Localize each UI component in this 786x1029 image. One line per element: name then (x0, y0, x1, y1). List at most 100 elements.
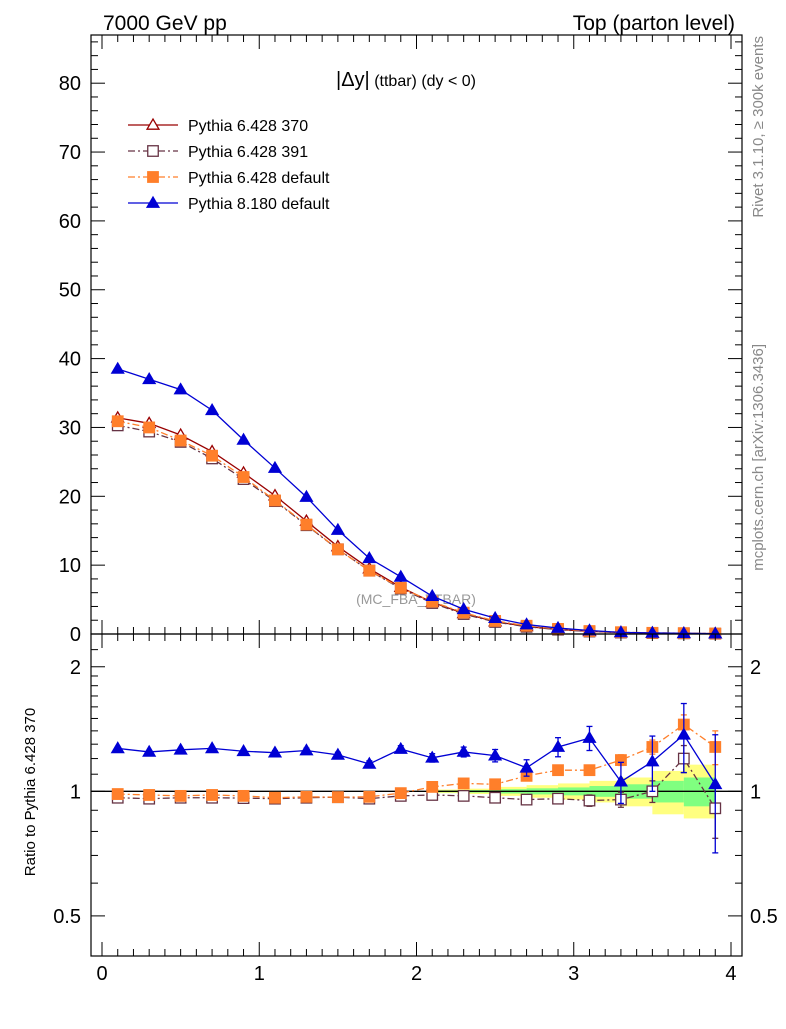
ratio-xtick-label: 2 (411, 963, 422, 985)
ratio-point (425, 750, 440, 763)
data-point (111, 415, 124, 428)
ratio-point (550, 739, 566, 752)
ratio-ytick-label-right: 0.5 (750, 906, 778, 928)
data-point (110, 361, 125, 374)
main-ytick-label: 10 (59, 555, 81, 577)
data-point (488, 610, 503, 624)
data-point (550, 620, 566, 633)
data-point (519, 617, 534, 630)
legend-entry: Pythia 8.180 default (188, 196, 330, 213)
ratio-point (583, 764, 596, 777)
ratio-point (613, 774, 629, 787)
ratio-point (267, 745, 283, 758)
data-point (394, 581, 407, 594)
legend-entry: Pythia 6.428 default (188, 170, 330, 187)
main-title: |Δy| (ttbar) (dy < 0) (336, 69, 476, 91)
mcplots-label: mcplots.cern.ch [arXiv:1306.3436] (750, 344, 767, 571)
data-point (269, 494, 281, 507)
main-ytick-label: 20 (59, 486, 81, 508)
main-ytick-label: 60 (59, 211, 81, 233)
header-right: Top (parton level) (573, 12, 735, 35)
ratio-point (676, 727, 691, 740)
data-point (362, 551, 377, 564)
main-ytick-label: 70 (59, 142, 81, 164)
data-point (393, 569, 408, 582)
data-point (142, 372, 157, 385)
legend: Pythia 6.428 370 Pythia 6.428 391 Pythia 6… (128, 117, 330, 213)
legend-marker (147, 171, 159, 183)
main-ytick-label: 0 (70, 624, 81, 646)
ratio-point (552, 764, 564, 777)
ratio-point (142, 744, 157, 757)
ratio-point (457, 789, 470, 802)
data-point (300, 518, 313, 531)
ratio-point (143, 789, 156, 801)
title-sub: (ttbar) (dy < 0) (370, 73, 476, 90)
ratio-ytick-label-right: 1 (750, 781, 761, 803)
series-line (117, 368, 716, 635)
ratio-point (708, 777, 723, 790)
data-point (173, 382, 188, 395)
data-point (174, 434, 187, 447)
ratio-point (111, 788, 124, 800)
data-point (236, 432, 251, 445)
ratio-point (174, 789, 187, 802)
ratio-series-pythia-8-180-default (110, 702, 723, 854)
ratio-ytick-label: 1 (70, 781, 81, 803)
main-panel: |Δy| (ttbar) (dy < 0) (MC_FBA_TTBAR) 0 10… (59, 34, 743, 646)
ratio-point (520, 793, 533, 806)
ratio-point (583, 794, 596, 807)
data-point (331, 543, 344, 556)
legend-entry: Pythia 6.428 370 (188, 118, 308, 135)
ratio-point (173, 742, 188, 755)
ratio-series (110, 702, 723, 854)
ratio-point (300, 790, 313, 803)
watermark: (MC_FBA_TTBAR) (356, 591, 476, 607)
data-point (456, 601, 471, 615)
data-point (425, 588, 440, 601)
legend-entry: Pythia 6.428 391 (188, 144, 308, 161)
main-axis-ticks: 0 10 20 30 40 50 60 70 80 (59, 35, 742, 646)
ratio-point (363, 790, 376, 803)
ratio-point (204, 741, 220, 754)
data-point (204, 403, 220, 416)
ratio-point (362, 756, 377, 769)
ratio-xtick-label: 0 (96, 963, 107, 985)
main-ytick-label: 50 (59, 280, 81, 302)
data-point (267, 460, 283, 473)
header-left: 7000 GeV pp (103, 12, 227, 35)
data-point (330, 522, 345, 535)
ratio-point (489, 791, 502, 804)
legend-marker (145, 117, 161, 130)
ratio-ytick-label: 0.5 (53, 906, 81, 928)
ratio-point (236, 743, 251, 757)
ratio-point (457, 777, 470, 790)
ratio-point (488, 748, 503, 761)
ratio-ylabel: Ratio to Pythia 6.428 370 (22, 708, 39, 876)
ratio-point (582, 730, 597, 743)
ratio-point (299, 743, 314, 756)
ratio-point (331, 791, 344, 804)
series-pythia-8-180-default (110, 361, 723, 639)
ratio-line (117, 733, 716, 785)
ratio-point (489, 778, 502, 791)
ratio-ytick-label: 2 (70, 657, 81, 679)
data-point (143, 421, 156, 434)
ratio-point (645, 754, 660, 767)
ratio-axis-ticks: 0.5 0.5 1 1 2 2 0 1 2 3 4 (53, 634, 778, 985)
data-point (299, 489, 314, 502)
title-main: |Δy| (336, 69, 370, 91)
data-point (237, 471, 250, 483)
ratio-point (269, 791, 281, 804)
ratio-point (237, 789, 250, 802)
ratio-point (426, 780, 439, 793)
ratio-point (330, 747, 345, 760)
ratio-xtick-label: 4 (725, 963, 736, 985)
data-point (363, 564, 376, 577)
ratio-xtick-label: 1 (254, 963, 265, 985)
main-ytick-label: 40 (59, 349, 81, 371)
ratio-point (519, 760, 534, 773)
main-ytick-label: 30 (59, 417, 81, 439)
ratio-panel: 0.5 0.5 1 1 2 2 0 1 2 3 4 Ratio to Pythia 6.428 37… (22, 633, 778, 985)
